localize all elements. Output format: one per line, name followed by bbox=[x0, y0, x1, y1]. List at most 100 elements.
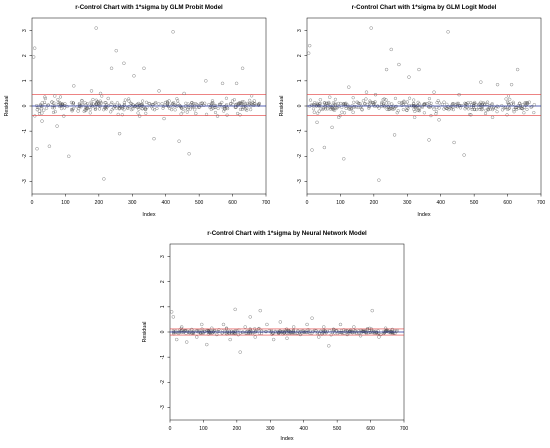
data-point bbox=[131, 107, 135, 111]
data-point bbox=[223, 107, 227, 111]
data-point bbox=[442, 107, 446, 111]
data-point bbox=[72, 84, 76, 88]
data-point bbox=[277, 331, 281, 335]
data-point bbox=[284, 329, 288, 333]
data-point bbox=[312, 110, 317, 114]
y-tick-label: 3 bbox=[22, 29, 28, 32]
data-point bbox=[311, 107, 316, 111]
data-point bbox=[177, 139, 181, 143]
data-point bbox=[257, 326, 261, 330]
data-point bbox=[397, 62, 401, 67]
data-point bbox=[32, 55, 36, 59]
data-point bbox=[97, 107, 101, 111]
data-point bbox=[212, 103, 216, 107]
data-point bbox=[408, 96, 412, 100]
data-point bbox=[525, 102, 529, 106]
data-point bbox=[234, 81, 239, 86]
data-point bbox=[460, 104, 464, 108]
data-point bbox=[71, 101, 75, 105]
data-point bbox=[386, 104, 390, 108]
data-point bbox=[417, 106, 421, 110]
data-point bbox=[383, 326, 388, 330]
data-point bbox=[244, 107, 248, 111]
data-point bbox=[140, 107, 144, 111]
data-point bbox=[228, 102, 232, 106]
data-point bbox=[248, 315, 252, 319]
data-point bbox=[480, 108, 484, 112]
data-point bbox=[397, 101, 401, 105]
data-point bbox=[50, 100, 54, 104]
data-point bbox=[427, 138, 431, 142]
data-point bbox=[337, 101, 341, 105]
data-point bbox=[434, 112, 438, 116]
x-tick-label: 500 bbox=[470, 200, 479, 206]
data-point bbox=[257, 102, 261, 106]
data-point bbox=[89, 104, 93, 108]
data-point bbox=[352, 325, 356, 329]
data-point bbox=[512, 110, 516, 114]
data-point bbox=[122, 108, 126, 112]
data-point bbox=[464, 102, 468, 106]
data-point bbox=[249, 102, 253, 106]
data-point bbox=[157, 102, 161, 106]
y-tick-label: -1 bbox=[297, 129, 303, 134]
data-point bbox=[412, 107, 416, 111]
data-point bbox=[395, 111, 399, 115]
data-point bbox=[417, 108, 421, 112]
data-point bbox=[217, 102, 221, 106]
x-tick-label: 300 bbox=[128, 200, 137, 206]
y-tick-label: 0 bbox=[297, 104, 303, 107]
data-point bbox=[305, 331, 309, 335]
data-point bbox=[371, 331, 375, 335]
data-point bbox=[129, 102, 133, 106]
data-point bbox=[469, 101, 473, 105]
data-point bbox=[240, 66, 245, 70]
data-point bbox=[278, 320, 282, 324]
data-point bbox=[63, 102, 67, 106]
data-point bbox=[71, 107, 76, 111]
data-point bbox=[292, 325, 296, 329]
data-point bbox=[393, 96, 397, 100]
data-point bbox=[142, 66, 146, 70]
data-point bbox=[322, 325, 326, 329]
data-point bbox=[374, 331, 378, 335]
x-tick-label: 100 bbox=[61, 200, 70, 206]
data-point bbox=[527, 100, 531, 104]
x-tick-label: 0 bbox=[169, 426, 172, 432]
data-point bbox=[480, 105, 484, 109]
data-point bbox=[186, 107, 190, 111]
data-point bbox=[252, 330, 256, 334]
data-point bbox=[252, 103, 256, 107]
data-point bbox=[504, 97, 508, 101]
data-point bbox=[350, 104, 354, 108]
data-point bbox=[363, 102, 367, 106]
data-point bbox=[491, 108, 495, 112]
data-point bbox=[233, 307, 237, 312]
data-point bbox=[220, 100, 224, 104]
data-point bbox=[354, 105, 358, 109]
y-tick-label: -2 bbox=[297, 154, 303, 159]
data-point bbox=[445, 102, 449, 106]
data-point bbox=[405, 108, 409, 112]
data-point bbox=[123, 98, 127, 102]
data-point bbox=[80, 99, 84, 103]
data-point bbox=[238, 331, 242, 335]
data-point bbox=[380, 100, 384, 104]
data-point bbox=[340, 110, 344, 114]
data-point bbox=[300, 329, 304, 333]
data-point bbox=[56, 98, 60, 102]
data-point bbox=[404, 102, 408, 106]
data-point bbox=[532, 111, 536, 115]
data-point bbox=[79, 105, 83, 109]
data-point bbox=[242, 100, 246, 104]
data-point bbox=[357, 329, 361, 333]
data-point bbox=[194, 111, 198, 116]
data-point bbox=[180, 106, 184, 110]
data-point bbox=[369, 26, 373, 30]
data-point bbox=[478, 102, 482, 106]
data-point bbox=[224, 96, 228, 100]
data-point bbox=[379, 102, 384, 106]
data-point bbox=[478, 107, 482, 111]
data-point bbox=[395, 329, 399, 334]
